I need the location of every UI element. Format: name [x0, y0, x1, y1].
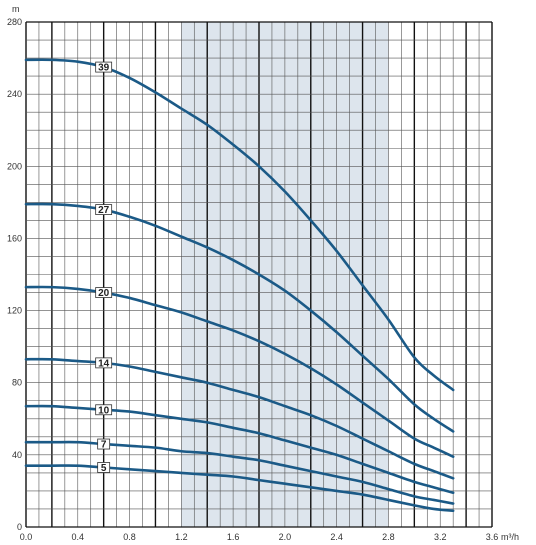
curve-label-text: 39 — [98, 63, 110, 74]
curve-label-20: 20 — [95, 287, 113, 299]
y-tick-label: 0 — [17, 522, 22, 532]
curve-label-text: 20 — [98, 288, 110, 299]
x-tick-label: 3.2 — [434, 532, 447, 542]
curve-label-10: 10 — [95, 404, 113, 416]
x-tick-label: 0.0 — [20, 532, 33, 542]
x-tick-label: 3.6 — [486, 532, 499, 542]
x-tick-label: 1.2 — [175, 532, 188, 542]
curve-label-box — [95, 204, 113, 215]
curve-label-box — [97, 438, 111, 450]
x-tick-label: 2.8 — [382, 532, 395, 542]
y-tick-label: 280 — [7, 17, 22, 27]
y-tick-label: 200 — [7, 161, 22, 171]
curve-label-box — [97, 462, 111, 473]
curve-label-text: 5 — [101, 463, 107, 474]
curve-label-text: 27 — [98, 205, 110, 216]
y-tick-label: 160 — [7, 233, 22, 243]
curve-label-text: 7 — [101, 440, 107, 451]
x-tick-label: 0.4 — [72, 532, 85, 542]
x-tick-label: 2.0 — [279, 532, 292, 542]
curve-label-box — [95, 61, 113, 73]
curve-label-7: 7 — [97, 438, 111, 451]
x-tick-label: 0.8 — [123, 532, 136, 542]
curve-label-14: 14 — [95, 357, 113, 369]
grid-layer — [25, 21, 493, 528]
tick-labels-layer: 0.0 0.4 0.8 1.2 1.6 2.0 2.4 2.8 3.2 3.6 0 40 80 120 16… — [7, 17, 498, 542]
curve-label-39: 39 — [95, 61, 113, 74]
curve-labels-layer: 39 27 20 14 10 7 5 — [95, 61, 113, 474]
y-tick-label: 240 — [7, 89, 22, 99]
curve-label-box — [95, 357, 113, 369]
y-tick-label: 120 — [7, 306, 22, 316]
y-tick-label: 80 — [12, 378, 22, 388]
x-tick-label: 2.4 — [330, 532, 343, 542]
curve-label-5: 5 — [97, 462, 111, 474]
curve-label-box — [95, 404, 113, 416]
curve-label-text: 10 — [98, 405, 110, 416]
y-axis-unit-label: m — [12, 4, 20, 14]
x-axis-unit-label: m³/h — [501, 532, 519, 542]
x-tick-label: 1.6 — [227, 532, 240, 542]
curve-label-text: 14 — [98, 358, 110, 369]
curve-label-box — [95, 287, 113, 298]
y-tick-label: 40 — [12, 450, 22, 460]
curve-label-27: 27 — [95, 204, 113, 216]
